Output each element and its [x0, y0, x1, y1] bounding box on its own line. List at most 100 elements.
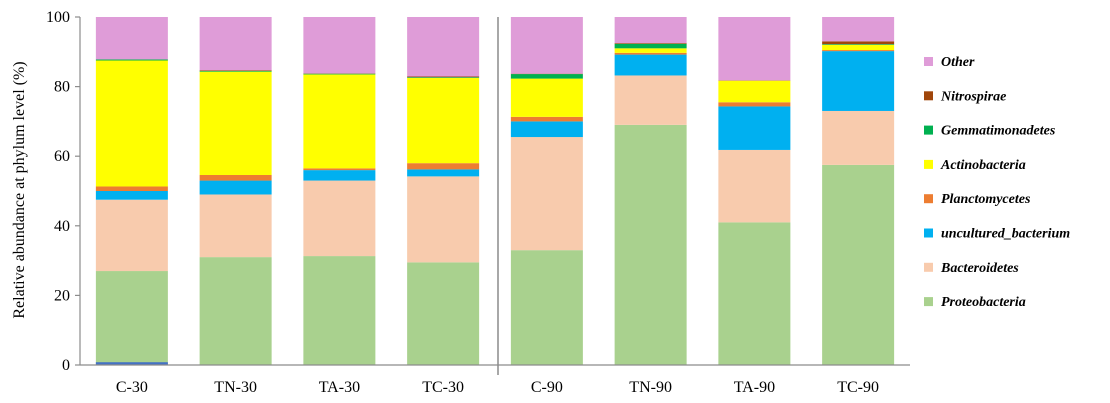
x-tick-label-ta-30: TA-30 — [319, 379, 360, 396]
legend-swatch-other — [924, 57, 933, 66]
bar-segment-ta-90-bacteroidetes — [718, 149, 791, 223]
legend-item-nitrospirae: Nitrospirae — [924, 89, 1006, 104]
bar-segment-tc-30-bacteroidetes — [407, 176, 480, 263]
bar-segment-tn-30-actinobacteria — [199, 71, 272, 175]
bar-segment-tc-90-bacteroidetes — [822, 110, 895, 165]
bar-segment-tn-90-other — [614, 17, 687, 44]
bar-segment-c-90-bacteroidetes — [510, 137, 583, 251]
x-axis: C-30 TN-30 TA-30 TC-30 C-90 TN-90 TA-90 TC-90 — [80, 364, 910, 396]
y-tick-label-60: 60 — [54, 148, 70, 165]
bar-segment-tn-30-nitrospirae — [199, 70, 272, 71]
bar-segment-tc-30-proteobacteria — [407, 262, 480, 365]
legend-swatch-nitrospirae — [924, 91, 933, 101]
bar-segment-tn-90-nitrospirae — [614, 43, 687, 44]
x-tick-label-tn-30: TN-30 — [214, 379, 257, 396]
bar-segment-tc-90-nitrospirae — [822, 41, 895, 45]
bar-segment-c-90-planctomycetes — [510, 116, 583, 122]
y-tick-label-0: 0 — [62, 357, 70, 374]
bar-segment-tc-30-other — [407, 17, 480, 77]
legend-swatch-gemmatimonadetes — [924, 125, 933, 135]
y-tick-label-80: 80 — [54, 79, 70, 96]
bar-segment-tc-90-proteobacteria — [822, 164, 895, 365]
bar-stack-tc-90 — [822, 17, 895, 365]
legend-swatch-actinobacteria — [924, 159, 933, 169]
bar-segment-ta-90-uncultured-bacterium — [718, 106, 791, 150]
bar-stack-c-30 — [95, 17, 168, 365]
bar-segment-c-30-gemmatimonadetes — [95, 59, 168, 61]
y-axis-title: Relative abundance at phylum level (%) — [11, 61, 28, 318]
legend-item-other: Other — [924, 55, 975, 70]
bar-segment-tn-90-uncultured-bacterium — [614, 54, 687, 76]
bar-segment-tn-30-bacteroidetes — [199, 194, 272, 258]
y-axis: 0 20 40 60 80 100 — [46, 9, 81, 374]
x-tick-label-tc-30: TC-30 — [422, 379, 464, 396]
bar-stack-tc-30 — [407, 17, 480, 365]
y-tick-label-40: 40 — [54, 218, 70, 235]
legend-swatch-bacteroidetes — [924, 262, 933, 272]
legend-label-other: Other — [941, 55, 975, 70]
bar-segment-tn-90-gemmatimonadetes — [614, 43, 687, 49]
legend-swatch-planctomycetes — [924, 194, 933, 204]
y-tick-label-100: 100 — [46, 9, 70, 26]
legend-swatch-proteobacteria — [924, 297, 933, 307]
bar-segment-ta-30-other — [303, 17, 376, 74]
bar-segment-ta-30-planctomycetes — [303, 168, 376, 171]
legend-item-actinobacteria: Actinobacteria — [924, 158, 1026, 173]
bar-segment-c-90-gemmatimonadetes — [510, 74, 583, 79]
legend-label-uncultured-bacterium: uncultured_bacterium — [941, 227, 1070, 242]
legend-label-actinobacteria: Actinobacteria — [940, 158, 1026, 173]
x-tick-label-c-30: C-30 — [116, 379, 148, 396]
bar-segment-tc-30-gemmatimonadetes — [407, 77, 480, 78]
bar-segment-tc-90-gemmatimonadetes — [822, 44, 895, 45]
bar-segment-tc-90-other — [822, 17, 895, 42]
legend-swatch-uncultured-bacterium — [924, 228, 933, 238]
bar-segment-tc-30-nitrospirae — [407, 76, 480, 78]
bar-segment-c-30-bacteroidetes — [95, 199, 168, 272]
bar-segment-ta-90-planctomycetes — [718, 102, 791, 107]
bar-segment-ta-30-uncultured-bacterium — [303, 170, 376, 181]
bar-segment-tc-30-uncultured-bacterium — [407, 169, 480, 177]
bar-segment-tn-90-planctomycetes — [614, 52, 687, 55]
bar-segment-tn-90-actinobacteria — [614, 48, 687, 53]
bar-segment-tn-30-proteobacteria — [199, 257, 272, 365]
bar-stack-tn-30 — [199, 17, 272, 365]
legend-label-gemmatimonadetes: Gemmatimonadetes — [941, 124, 1056, 139]
legend-label-bacteroidetes: Bacteroidetes — [940, 261, 1019, 276]
legend-label-planctomycetes: Planctomycetes — [941, 192, 1031, 207]
bar-segment-tc-90-actinobacteria — [822, 44, 895, 51]
bar-segment-c-30-uncultured-bacterium — [95, 191, 168, 200]
bar-segment-tn-90-proteobacteria — [614, 124, 687, 365]
bar-segment-ta-30-bacteroidetes — [303, 180, 376, 257]
bar-segment-c-30-planctomycetes — [95, 186, 168, 191]
legend-item-bacteroidetes: Bacteroidetes — [924, 261, 1019, 276]
bar-segment-c-90-proteobacteria — [510, 250, 583, 365]
plot-area — [95, 17, 895, 375]
bar-segment-tn-90-bacteroidetes — [614, 75, 687, 125]
bar-segment-c-90-actinobacteria — [510, 78, 583, 117]
bar-segment-ta-30-proteobacteria — [303, 256, 376, 365]
bar-segment-tn-30-other — [199, 17, 272, 71]
bar-base-mark-c-30 — [95, 362, 168, 365]
x-tick-label-c-90: C-90 — [531, 379, 563, 396]
legend: Other Nitrospirae Gemmatimonadetes Actinoba… — [924, 55, 1070, 310]
legend-item-uncultured-bacterium: uncultured_bacterium — [924, 227, 1070, 242]
bar-segment-tn-30-gemmatimonadetes — [199, 70, 272, 72]
bar-segment-c-30-other — [95, 17, 168, 60]
y-tick-label-20: 20 — [54, 287, 70, 304]
bar-stack-ta-90 — [718, 17, 791, 365]
bar-segment-c-30-proteobacteria — [95, 271, 168, 365]
bar-stack-tn-90 — [614, 17, 687, 365]
bar-stack-c-90 — [510, 17, 583, 365]
legend-item-gemmatimonadetes: Gemmatimonadetes — [924, 124, 1056, 139]
bar-segment-tc-90-planctomycetes — [822, 50, 895, 52]
legend-item-proteobacteria: Proteobacteria — [924, 295, 1026, 310]
bar-segment-ta-90-other — [718, 17, 791, 81]
bar-segment-tn-30-planctomycetes — [199, 174, 272, 181]
bar-stack-ta-30 — [303, 17, 376, 365]
bar-segment-tn-30-uncultured-bacterium — [199, 180, 272, 195]
legend-label-nitrospirae: Nitrospirae — [940, 89, 1006, 104]
legend-label-proteobacteria: Proteobacteria — [941, 295, 1026, 310]
x-tick-label-ta-90: TA-90 — [734, 379, 775, 396]
bar-segment-ta-30-gemmatimonadetes — [303, 73, 376, 75]
